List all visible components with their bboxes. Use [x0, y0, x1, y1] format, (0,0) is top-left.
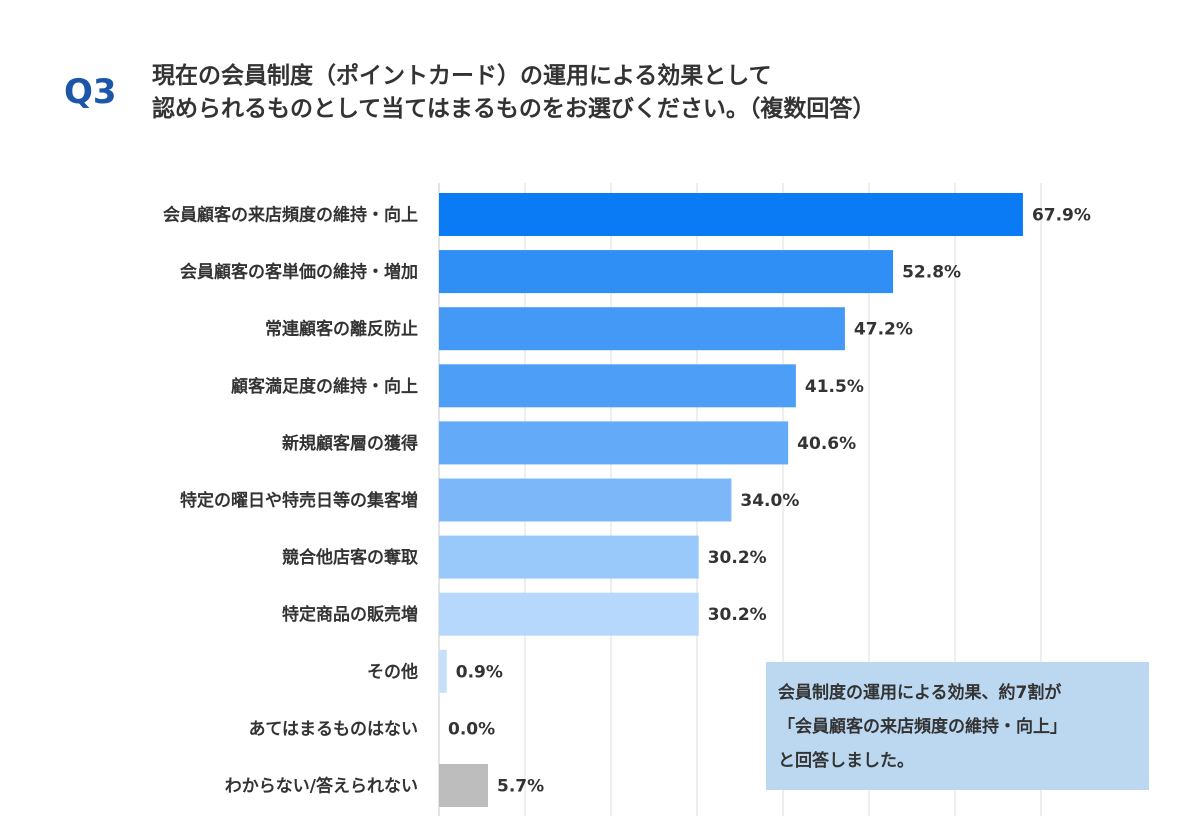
question-title-line-1: 現在の会員制度（ポイントカード）の運用による効果として — [152, 63, 772, 89]
value-label: 0.9% — [456, 662, 503, 682]
bar — [439, 307, 845, 351]
value-labels: 67.9% 52.8% 47.2% 41.5% 40.6% 34.0% 30.2% 30.2%… — [448, 206, 1091, 797]
value-label: 5.7% — [497, 777, 544, 797]
category-labels: 会員顧客の来店頻度の維持・向上会員顧客の客単価の維持・増加常連顧客の離反防止顧客… — [163, 205, 418, 797]
bar — [439, 649, 447, 693]
bar — [439, 193, 1023, 236]
question-title-line-2: 認められるものとして当てはまるものをお選びください。（複数回答） — [152, 96, 876, 122]
bar — [439, 478, 732, 522]
value-label: 30.2% — [708, 605, 767, 625]
value-label: 41.5% — [805, 377, 864, 397]
bar — [439, 592, 699, 636]
value-label: 30.2% — [708, 548, 767, 568]
summary-note-line-3: と回答しました。 — [778, 751, 914, 771]
category-label: 競合他店客の奪取 — [282, 547, 418, 568]
category-label: 新規顧客層の獲得 — [282, 433, 418, 454]
summary-note-box: 会員制度の運用による効果、約7割が 「会員顧客の来店頻度の維持・向上」 と回答し… — [766, 662, 1149, 790]
bar — [439, 421, 789, 465]
value-label: 34.0% — [740, 491, 799, 511]
bar — [439, 250, 894, 294]
bars — [439, 193, 1023, 807]
category-label: 常連顧客の離反防止 — [265, 319, 418, 340]
category-label: その他 — [367, 661, 418, 682]
value-label: 67.9% — [1032, 206, 1091, 226]
category-label: 会員顧客の客単価の維持・増加 — [180, 262, 418, 283]
summary-note-line-2: 「会員顧客の来店頻度の維持・向上」 — [778, 717, 1067, 737]
question-title: 現在の会員制度（ポイントカード）の運用による効果として 認められるものとして当て… — [152, 60, 875, 126]
summary-note-line-1: 会員制度の運用による効果、約7割が — [778, 683, 1062, 703]
category-label: あてはまるものはない — [249, 719, 418, 739]
value-label: 40.6% — [797, 434, 856, 454]
bar — [439, 535, 699, 579]
question-number: Q3 — [64, 72, 117, 112]
value-label: 52.8% — [902, 263, 961, 283]
bar — [439, 364, 796, 408]
category-label: 顧客満足度の維持・向上 — [231, 376, 418, 397]
value-label: 0.0% — [448, 719, 495, 739]
value-label: 47.2% — [854, 320, 913, 340]
category-label: わからない/答えられない — [225, 776, 418, 797]
category-label: 特定の曜日や特売日等の集客増 — [180, 490, 418, 511]
bar — [439, 764, 489, 807]
category-label: 会員顧客の来店頻度の維持・向上 — [163, 205, 418, 226]
category-label: 特定商品の販売増 — [282, 604, 418, 625]
